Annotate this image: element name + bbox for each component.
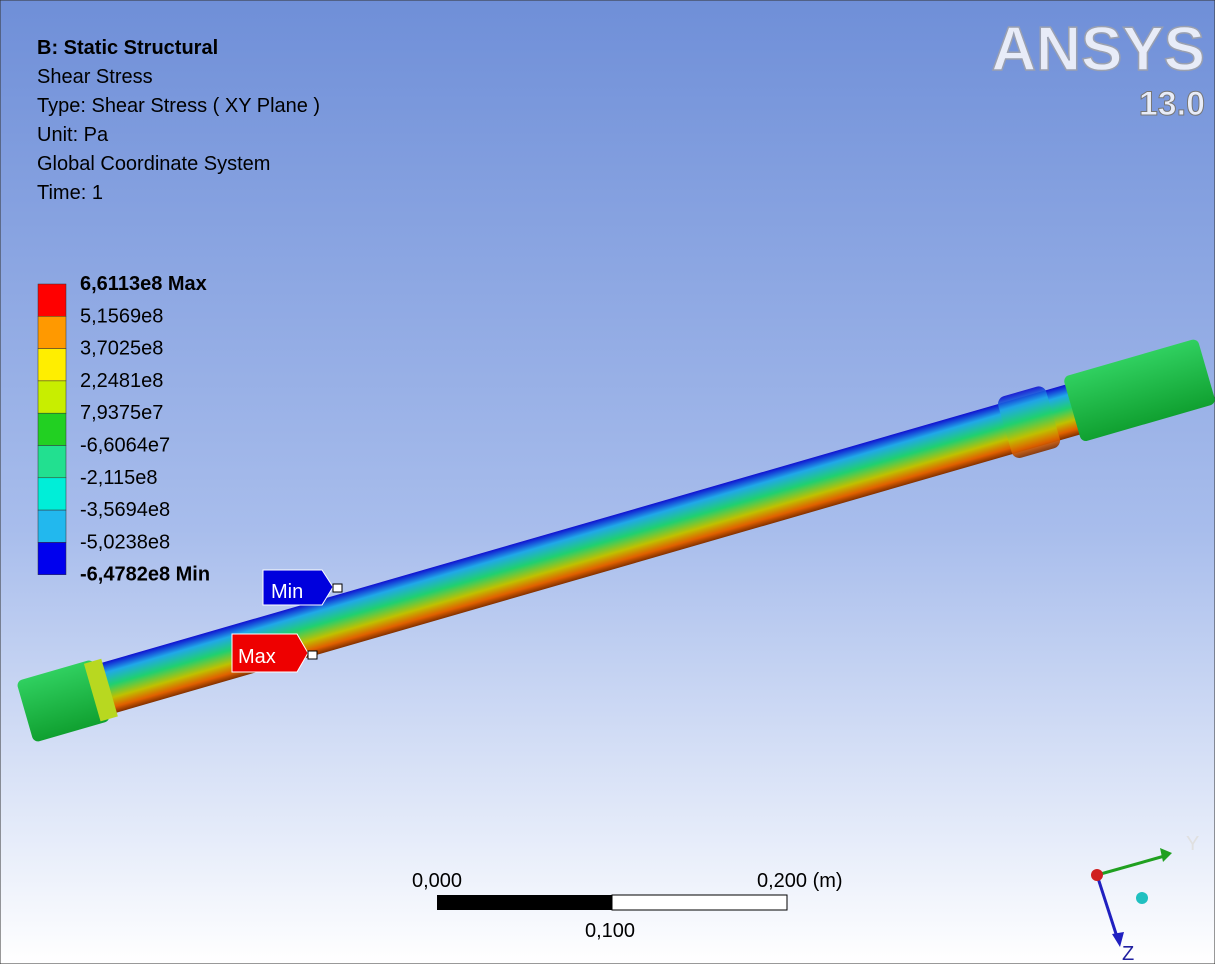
legend-band bbox=[38, 413, 66, 445]
scale-bar bbox=[437, 895, 612, 910]
legend-label: -6,6064e7 bbox=[80, 435, 170, 457]
legend-band bbox=[38, 542, 66, 574]
legend-band bbox=[38, 349, 66, 381]
legend-band bbox=[38, 446, 66, 478]
axis-z: Z bbox=[1122, 943, 1134, 964]
legend-label: -3,5694e8 bbox=[80, 499, 170, 521]
viewport: B: Static Structural Shear Stress Type: … bbox=[0, 0, 1215, 964]
legend-label: 5,1569e8 bbox=[80, 305, 163, 327]
legend-band bbox=[38, 316, 66, 348]
header-line: Unit: Pa bbox=[37, 124, 109, 146]
legend-band bbox=[38, 284, 66, 316]
background bbox=[0, 0, 1215, 964]
logo: ANSYS bbox=[991, 15, 1205, 84]
result-title: B: Static Structural bbox=[37, 37, 218, 59]
legend-label: -6,4782e8 Min bbox=[80, 564, 210, 586]
legend-band bbox=[38, 381, 66, 413]
legend-label: 2,2481e8 bbox=[80, 370, 163, 392]
legend-label: -2,115e8 bbox=[80, 467, 157, 489]
logo-version: 13.0 bbox=[1139, 85, 1205, 123]
scale-start: 0,000 bbox=[412, 870, 462, 892]
legend-band bbox=[38, 478, 66, 510]
legend-label: 3,7025e8 bbox=[80, 338, 163, 360]
legend-label: -5,0238e8 bbox=[80, 531, 170, 553]
scale-bar bbox=[612, 895, 787, 910]
legend-band bbox=[38, 510, 66, 542]
header-line: Type: Shear Stress ( XY Plane ) bbox=[37, 95, 320, 117]
legend-label: 7,9375e7 bbox=[80, 402, 163, 424]
header-line: Time: 1 bbox=[37, 182, 103, 204]
header-line: Shear Stress bbox=[37, 66, 153, 88]
legend-label: 6,6113e8 Max bbox=[80, 273, 207, 295]
scale-middle: 0,100 bbox=[585, 920, 635, 942]
min-label: Min bbox=[271, 581, 303, 603]
axis-y: Y bbox=[1186, 833, 1199, 855]
header-line: Global Coordinate System bbox=[37, 153, 270, 175]
max-label: Max bbox=[238, 646, 276, 668]
scale-end: 0,200 (m) bbox=[757, 870, 843, 892]
